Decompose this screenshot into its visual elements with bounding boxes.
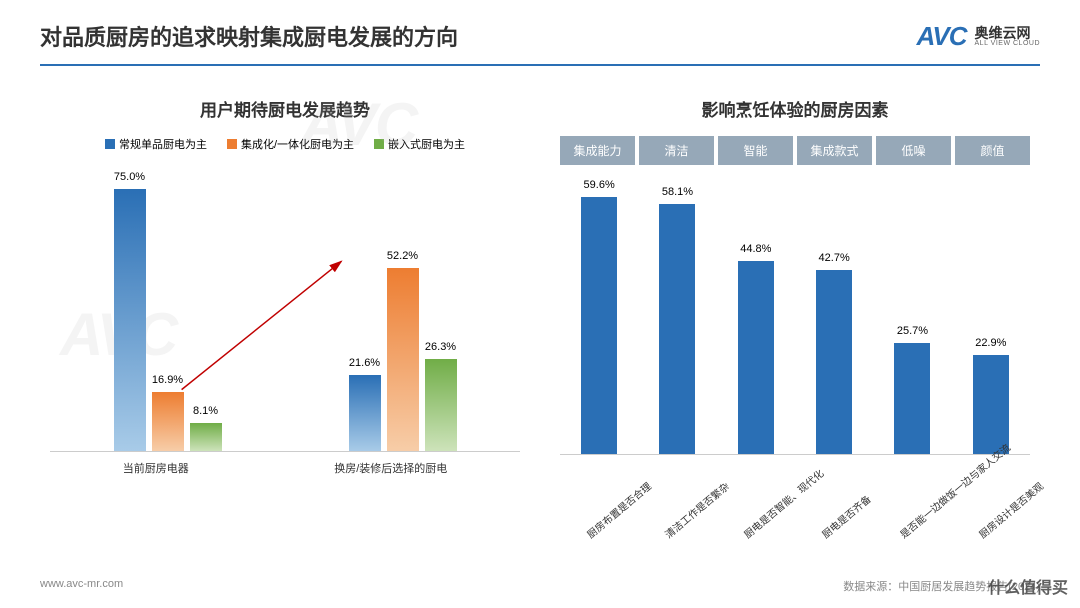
bar-wrap: 59.6% (569, 197, 629, 454)
bar-value-label: 58.1% (662, 186, 693, 198)
category-tab: 集成款式 (797, 136, 872, 165)
category-tab: 清洁 (639, 136, 714, 165)
logo-mark: AVC (917, 21, 967, 52)
bar-value-label: 25.7% (897, 325, 928, 337)
bar: 16.9% (152, 392, 184, 451)
x-label: 是否能一边做饭一边与家人交流 (897, 491, 953, 541)
content: 用户期待厨电发展趋势 常规单品厨电为主 集成化/一体化厨电为主 嵌入式厨电为主 75… (0, 66, 1080, 546)
page-title: 对品质厨房的追求映射集成厨电发展的方向 (40, 20, 458, 52)
legend-label: 常规单品厨电为主 (119, 136, 207, 152)
bar-group: 21.6%52.2%26.3% (349, 268, 457, 451)
legend-swatch (105, 139, 115, 149)
x-label: 厨房布置是否合理 (583, 491, 639, 541)
bar-value-label: 42.7% (819, 252, 850, 264)
category-tab: 智能 (718, 136, 793, 165)
bar: 75.0% (114, 189, 146, 452)
category-tab: 颜值 (955, 136, 1030, 165)
bar-wrap: 58.1% (647, 204, 707, 454)
bar: 52.2% (387, 268, 419, 451)
bar-value-label: 26.3% (425, 341, 456, 353)
bar-group: 75.0%16.9%8.1% (114, 189, 222, 452)
bar: 44.8% (738, 261, 774, 454)
bar: 21.6% (349, 375, 381, 451)
footer-url: www.avc-mr.com (40, 578, 123, 594)
x-label: 当前厨房电器 (123, 460, 189, 476)
left-panel: 用户期待厨电发展趋势 常规单品厨电为主 集成化/一体化厨电为主 嵌入式厨电为主 75… (50, 96, 520, 546)
x-label: 厨电是否智能、现代化 (740, 491, 796, 541)
left-x-labels: 当前厨房电器 换房/装修后选择的厨电 (50, 460, 520, 476)
bar: 25.7% (894, 343, 930, 454)
logo-text: 奥维云网 ALL VIEW CLOUD (975, 26, 1040, 47)
footer: www.avc-mr.com 数据来源：中国厨居发展趋势报告(2024) (40, 578, 1040, 594)
x-label: 厨房设计是否美观 (975, 491, 1031, 541)
legend-label: 嵌入式厨电为主 (388, 136, 465, 152)
bar: 42.7% (816, 270, 852, 454)
bar-value-label: 21.6% (349, 357, 380, 369)
bar: 26.3% (425, 359, 457, 451)
legend-swatch (374, 139, 384, 149)
legend-swatch (227, 139, 237, 149)
right-panel: 影响烹饪体验的厨房因素 集成能力清洁智能集成款式低噪颜值 59.6% 58.1% 4… (560, 96, 1030, 546)
bar-wrap: 25.7% (882, 343, 942, 454)
bar-value-label: 16.9% (152, 374, 183, 386)
legend-item: 常规单品厨电为主 (105, 136, 207, 152)
left-chart-title: 用户期待厨电发展趋势 (200, 96, 370, 121)
category-tab: 集成能力 (560, 136, 635, 165)
bar: 59.6% (581, 197, 617, 454)
left-legend: 常规单品厨电为主 集成化/一体化厨电为主 嵌入式厨电为主 (105, 136, 465, 152)
logo-cn: 奥维云网 (975, 26, 1040, 40)
bar-wrap: 22.9% (961, 355, 1021, 454)
bar-value-label: 8.1% (193, 405, 218, 417)
bar-value-label: 52.2% (387, 250, 418, 262)
left-bars: 75.0%16.9%8.1%21.6%52.2%26.3% (50, 172, 520, 452)
x-label: 厨电是否齐备 (818, 491, 874, 541)
legend-label: 集成化/一体化厨电为主 (241, 136, 354, 152)
header: 对品质厨房的追求映射集成厨电发展的方向 AVC 奥维云网 ALL VIEW CL… (0, 0, 1080, 52)
bar-wrap: 42.7% (804, 270, 864, 454)
right-tabs: 集成能力清洁智能集成款式低噪颜值 (560, 136, 1030, 165)
bar-value-label: 44.8% (740, 243, 771, 255)
right-chart-title: 影响烹饪体验的厨房因素 (702, 96, 889, 121)
bar-value-label: 75.0% (114, 171, 145, 183)
right-x-labels: 厨房布置是否合理清洁工作是否繁杂厨电是否智能、现代化厨电是否齐备是否能一边做饭一… (560, 461, 1030, 506)
bar-value-label: 59.6% (584, 179, 615, 191)
category-tab: 低噪 (876, 136, 951, 165)
bar-value-label: 22.9% (975, 337, 1006, 349)
bar: 22.9% (973, 355, 1009, 454)
corner-watermark: 什么值得买 (988, 574, 1068, 598)
legend-item: 集成化/一体化厨电为主 (227, 136, 354, 152)
right-bars: 59.6% 58.1% 44.8% 42.7% 25.7% 22.9% (560, 175, 1030, 455)
bar-wrap: 44.8% (726, 261, 786, 454)
left-chart-area: 75.0%16.9%8.1%21.6%52.2%26.3% 当前厨房电器换房/装… (50, 172, 520, 546)
bar: 8.1% (190, 423, 222, 451)
bar: 58.1% (659, 204, 695, 454)
logo: AVC 奥维云网 ALL VIEW CLOUD (917, 21, 1040, 52)
x-label: 清洁工作是否繁杂 (662, 491, 718, 541)
logo-en: ALL VIEW CLOUD (975, 40, 1040, 47)
x-label: 换房/装修后选择的厨电 (334, 460, 447, 476)
legend-item: 嵌入式厨电为主 (374, 136, 465, 152)
